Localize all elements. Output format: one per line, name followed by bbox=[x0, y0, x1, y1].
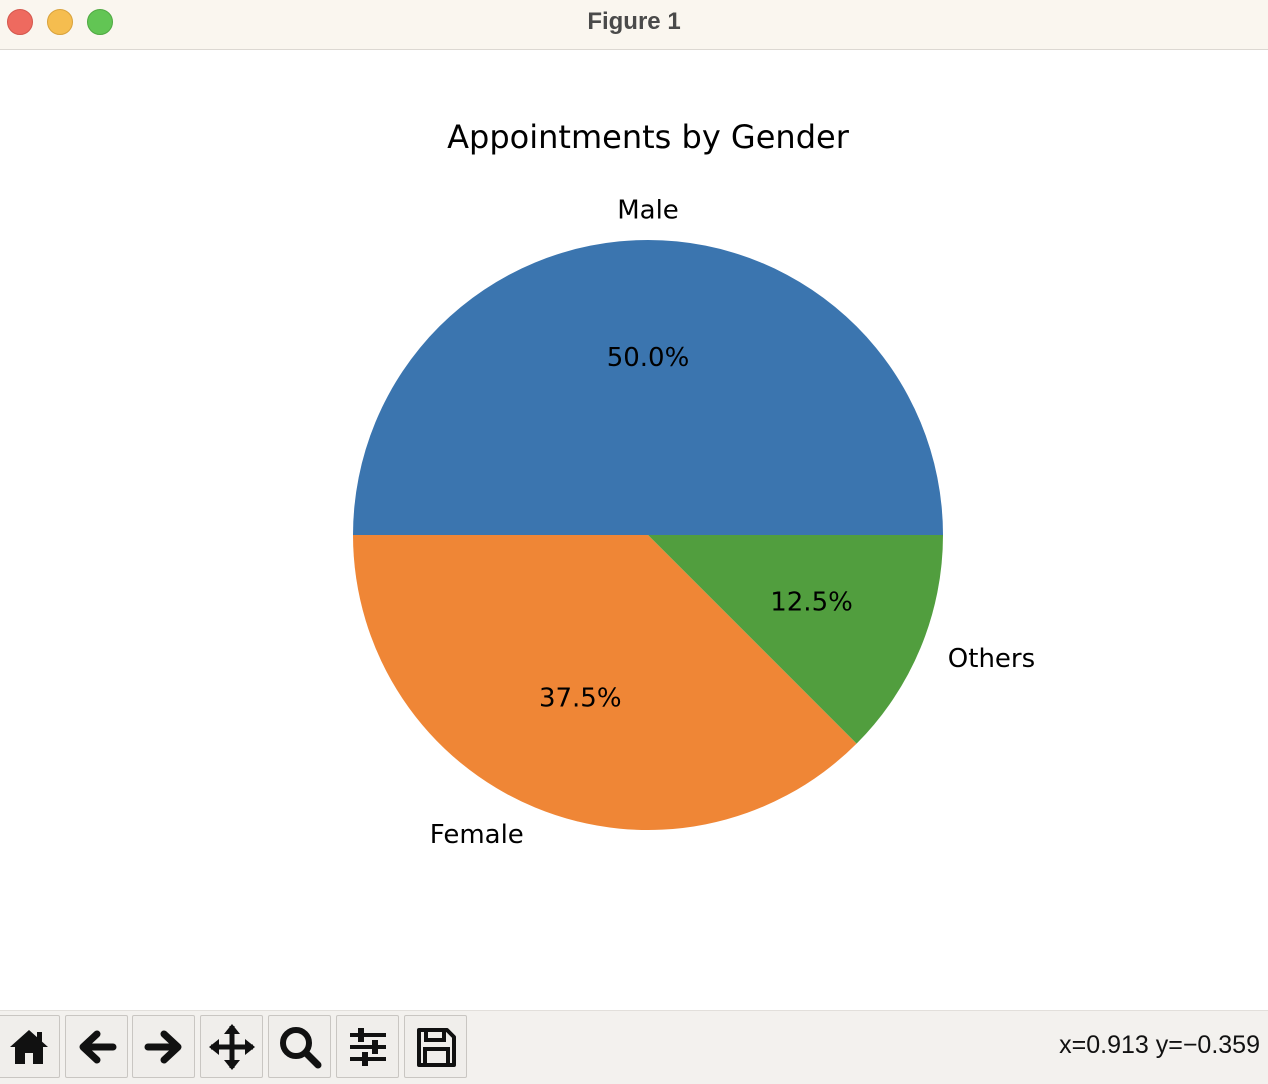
pie-category-label-male: Male bbox=[617, 196, 679, 226]
pie-percent-label-female: 37.5% bbox=[539, 684, 622, 714]
forward-button[interactable] bbox=[132, 1015, 195, 1078]
back-button[interactable] bbox=[65, 1015, 128, 1078]
pie-chart: Appointments by Gender 50.0% Male 37.5% Fem… bbox=[353, 118, 1035, 850]
maximize-window-button[interactable] bbox=[87, 9, 113, 35]
floppy-disk-icon bbox=[416, 1027, 456, 1067]
pie-slice-female bbox=[353, 535, 857, 830]
pie-category-label-female: Female bbox=[430, 820, 524, 850]
cursor-coordinates: x=0.913 y=−0.359 bbox=[1059, 1031, 1260, 1059]
move-icon bbox=[208, 1023, 255, 1070]
magnifier-icon bbox=[279, 1026, 321, 1068]
navigation-toolbar: x=0.913 y=−0.359 bbox=[0, 1010, 1268, 1084]
figure-canvas[interactable]: Appointments by Gender 50.0% Male 37.5% Fem… bbox=[0, 51, 1268, 1010]
close-window-button[interactable] bbox=[7, 9, 33, 35]
pie-slice-others bbox=[648, 535, 943, 744]
pie-percent-label-others: 12.5% bbox=[770, 588, 853, 618]
zoom-button[interactable] bbox=[268, 1015, 331, 1078]
home-button[interactable] bbox=[0, 1015, 60, 1078]
pie-slice-male bbox=[353, 240, 943, 535]
window-titlebar: Figure 1 bbox=[0, 0, 1268, 50]
pie-category-label-others: Others bbox=[948, 644, 1035, 674]
chart-title: Appointments by Gender bbox=[447, 118, 850, 156]
pan-button[interactable] bbox=[200, 1015, 263, 1078]
home-icon bbox=[9, 1029, 48, 1064]
save-button[interactable] bbox=[404, 1015, 467, 1078]
configure-subplots-button[interactable] bbox=[336, 1015, 399, 1078]
window-title: Figure 1 bbox=[587, 8, 681, 35]
arrow-right-icon bbox=[144, 1030, 181, 1063]
pie-percent-label-male: 50.0% bbox=[607, 343, 690, 373]
minimize-window-button[interactable] bbox=[47, 9, 73, 35]
sliders-icon bbox=[349, 1027, 386, 1066]
arrow-left-icon bbox=[79, 1030, 116, 1063]
